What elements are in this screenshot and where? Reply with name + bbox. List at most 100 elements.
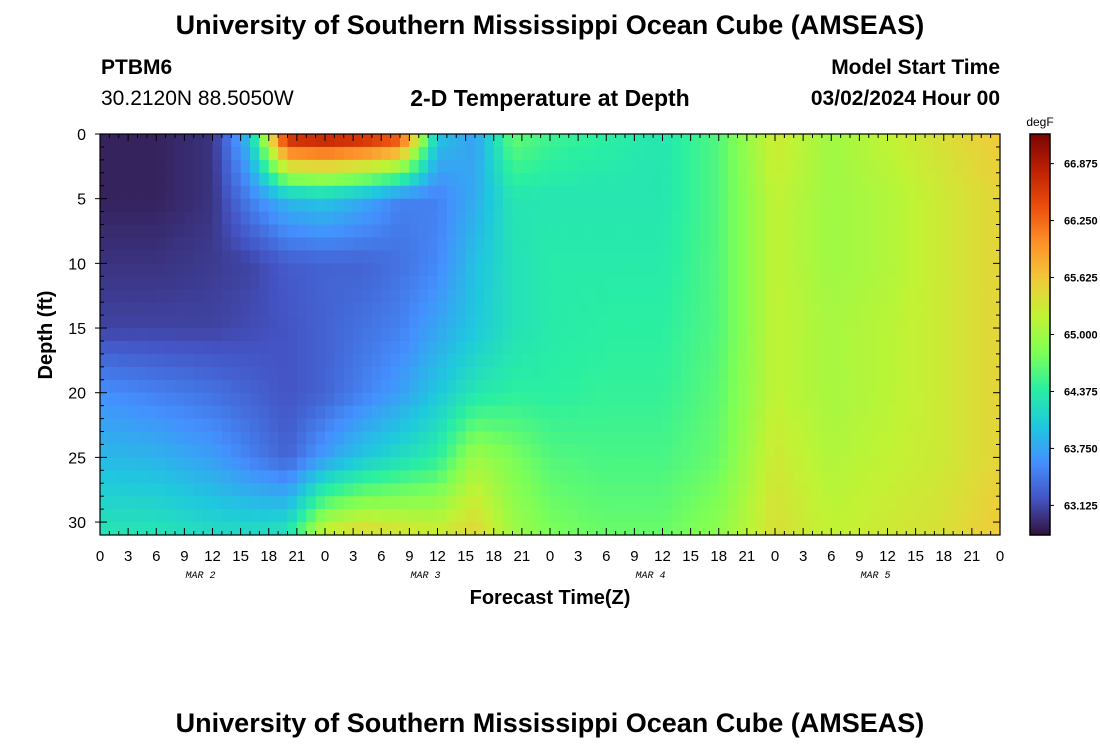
heatmap-cell: [475, 496, 485, 510]
heatmap-cell: [250, 431, 260, 446]
heatmap-cell: [540, 315, 551, 329]
heatmap-cell: [128, 263, 139, 277]
heatmap-cell: [315, 315, 326, 329]
heatmap-cell: [887, 276, 898, 290]
heatmap-cell: [540, 185, 551, 200]
heatmap-cell: [278, 431, 289, 446]
heatmap-cell: [943, 315, 954, 329]
heatmap-cell: [362, 483, 373, 497]
heatmap-cell: [100, 302, 110, 316]
heatmap-cell: [803, 509, 814, 523]
heatmap-cell: [887, 237, 898, 252]
heatmap-cell: [278, 470, 289, 484]
heatmap-cell: [100, 431, 110, 446]
heatmap-cell: [681, 237, 692, 252]
heatmap-cell: [690, 379, 701, 394]
heatmap-cell: [671, 340, 682, 355]
heatmap-cell: [690, 134, 701, 148]
heatmap-cell: [353, 431, 364, 446]
heatmap-cell: [428, 483, 439, 497]
heatmap-cell: [878, 146, 889, 161]
heatmap-cell: [428, 289, 439, 303]
heatmap-cell: [896, 146, 907, 161]
heatmap-cell: [971, 418, 982, 433]
heatmap-cell: [765, 289, 776, 303]
heatmap-cell: [325, 405, 335, 420]
heatmap-cell: [634, 353, 645, 368]
heatmap-cell: [709, 172, 720, 187]
heatmap-cell: [287, 392, 298, 407]
heatmap-cell: [737, 470, 748, 484]
heatmap-cell: [362, 185, 373, 200]
heatmap-cell: [953, 289, 964, 303]
heatmap-cell: [568, 134, 579, 148]
heatmap-cell: [878, 405, 889, 420]
heatmap-cell: [371, 353, 382, 368]
heatmap-cell: [568, 522, 579, 535]
y-tick-label: 0: [77, 127, 86, 144]
x-tick-label: 6: [602, 548, 610, 565]
heatmap-cell: [118, 315, 129, 329]
heatmap-cell: [259, 379, 270, 394]
heatmap-cell: [493, 431, 504, 446]
heatmap-cell: [240, 405, 251, 420]
heatmap-cell: [343, 328, 354, 342]
heatmap-cell: [428, 470, 439, 484]
heatmap-cell: [259, 263, 270, 277]
heatmap-cell: [475, 470, 485, 484]
heatmap-cell: [306, 353, 317, 368]
heatmap-cell: [653, 289, 664, 303]
heatmap-cell: [906, 172, 917, 187]
heatmap-cell: [990, 198, 1000, 213]
heatmap-cell: [981, 134, 992, 148]
heatmap-cell: [915, 172, 926, 187]
heatmap-cell: [203, 159, 214, 174]
heatmap-cell: [878, 522, 889, 535]
heatmap-cell: [212, 172, 223, 187]
heatmap-cell: [475, 405, 485, 420]
heatmap-cell: [456, 159, 467, 174]
heatmap-cell: [296, 483, 307, 497]
heatmap-cell: [615, 250, 626, 264]
heatmap-cell: [962, 198, 973, 213]
heatmap-cell: [559, 405, 570, 420]
heatmap-cell: [493, 159, 504, 174]
heatmap-cell: [737, 379, 748, 394]
heatmap-cell: [756, 237, 767, 252]
heatmap-cell: [146, 159, 157, 174]
heatmap-cell: [662, 159, 673, 174]
heatmap-cell: [662, 353, 673, 368]
heatmap-cell: [296, 211, 307, 226]
heatmap-cell: [971, 134, 982, 148]
heatmap-cell: [100, 224, 110, 239]
heatmap-cell: [465, 134, 476, 148]
heatmap-cell: [259, 146, 270, 161]
heatmap-cell: [287, 185, 298, 200]
heatmap-cell: [625, 392, 635, 407]
heatmap-cell: [709, 146, 720, 161]
heatmap-cell: [784, 418, 795, 433]
heatmap-cell: [493, 353, 504, 368]
heatmap-cell: [962, 289, 973, 303]
heatmap-cell: [165, 340, 176, 355]
heatmap-cell: [981, 263, 992, 277]
heatmap-cell: [156, 444, 167, 458]
heatmap-cell: [887, 470, 898, 484]
heatmap-cell: [503, 328, 514, 342]
heatmap-cell: [681, 263, 692, 277]
heatmap-cell: [231, 224, 242, 239]
heatmap-cell: [287, 302, 298, 316]
heatmap-cell: [221, 198, 232, 213]
heatmap-cell: [287, 328, 298, 342]
heatmap-cell: [859, 328, 870, 342]
heatmap-cell: [437, 159, 448, 174]
heatmap-cell: [418, 431, 429, 446]
heatmap-cell: [559, 211, 570, 226]
heatmap-cell: [915, 379, 926, 394]
heatmap-cell: [484, 509, 495, 523]
heatmap-cell: [212, 159, 223, 174]
heatmap-cell: [521, 263, 532, 277]
heatmap-cell: [559, 159, 570, 174]
heatmap-cell: [137, 405, 148, 420]
heatmap-cell: [100, 276, 110, 290]
